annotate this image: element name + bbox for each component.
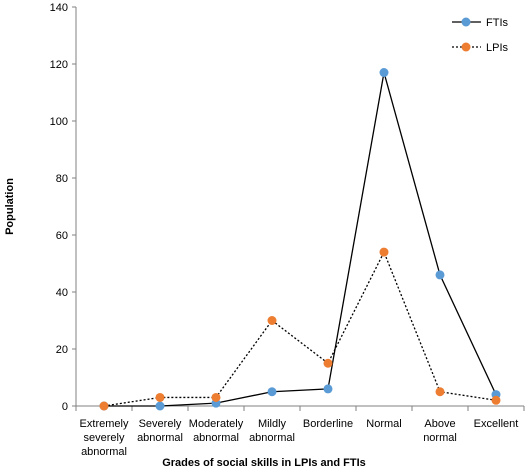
x-tick-label: Above	[424, 418, 455, 430]
data-point-lpis	[435, 387, 445, 397]
legend-marker-lpis	[461, 42, 471, 52]
y-tick-label: 40	[56, 287, 68, 299]
x-tick-label: abnormal	[193, 432, 239, 444]
legend: FTIs LPIs	[452, 17, 509, 54]
y-tick-label: 100	[50, 116, 68, 128]
data-point-lpis	[155, 392, 165, 402]
y-tick-label: 140	[50, 2, 68, 14]
x-tick-label: Excellent	[474, 418, 519, 430]
y-tick-label: 60	[56, 230, 68, 242]
data-point-lpis	[267, 316, 277, 325]
x-axis: Extremely severely abnormal Severely abnorma…	[75, 405, 525, 458]
x-tick-label: Mildly	[258, 418, 287, 430]
series-line-lpis	[103, 250, 497, 407]
y-tick-label: 120	[50, 59, 68, 71]
data-point-lpis	[491, 395, 501, 405]
data-point-ftis	[379, 68, 389, 78]
data-point-ftis	[323, 384, 333, 394]
x-tick-label: normal	[423, 432, 457, 444]
data-point-lpis	[99, 401, 109, 411]
legend-label-ftis: FTIs	[486, 17, 508, 29]
x-tick-label: abnormal	[249, 432, 295, 444]
legend-label-lpis: LPIs	[486, 42, 509, 54]
data-point-lpis	[211, 392, 221, 402]
data-point-lpis	[379, 247, 389, 257]
x-tick-label: abnormal	[137, 432, 183, 444]
series-layer	[99, 68, 501, 411]
series-line-ftis	[104, 72, 497, 407]
legend-marker-ftis	[461, 17, 471, 27]
data-point-ftis	[435, 270, 445, 280]
y-tick-label: 20	[56, 344, 68, 356]
data-point-ftis	[155, 401, 165, 411]
x-tick-label: Extremely	[80, 418, 129, 430]
x-tick-label: Severely	[139, 418, 182, 430]
x-tick-label: severely	[84, 432, 125, 444]
data-point-ftis	[267, 387, 277, 397]
y-axis: 0 20 40 60 80 100 120 140	[50, 2, 77, 413]
x-axis-title: Grades of social skills in LPIs and FTIs	[162, 457, 366, 469]
y-tick-label: 0	[62, 401, 68, 413]
x-tick-label: Normal	[366, 418, 401, 430]
y-axis-title: Population	[4, 178, 16, 235]
x-tick-label: Borderline	[303, 418, 353, 430]
data-point-lpis	[323, 358, 333, 368]
y-tick-label: 80	[56, 173, 68, 185]
x-tick-label: abnormal	[81, 446, 127, 458]
x-tick-label: Moderately	[189, 418, 244, 430]
